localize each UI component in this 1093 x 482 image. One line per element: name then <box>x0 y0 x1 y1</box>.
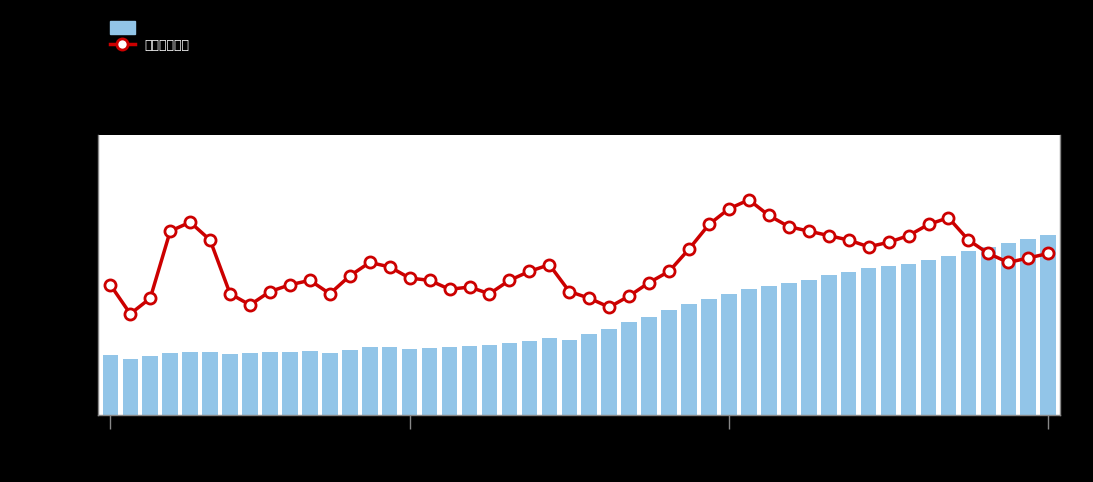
Bar <box>482 345 497 482</box>
Bar <box>761 286 777 482</box>
Bar <box>721 294 737 482</box>
Bar <box>1041 235 1056 482</box>
Bar <box>980 247 996 482</box>
Bar <box>1021 239 1036 482</box>
Bar <box>402 349 418 482</box>
Bar <box>381 348 398 482</box>
Bar <box>502 343 517 482</box>
Bar <box>781 283 797 482</box>
Bar <box>442 348 457 482</box>
Bar <box>920 260 937 482</box>
Bar <box>642 317 657 482</box>
Bar <box>362 348 377 482</box>
Bar <box>422 348 437 482</box>
Bar <box>601 329 618 482</box>
Bar <box>861 268 877 482</box>
Bar <box>741 289 756 482</box>
Bar <box>1000 242 1016 482</box>
Bar <box>901 264 916 482</box>
Bar <box>622 322 637 482</box>
Bar <box>243 353 258 482</box>
Bar <box>821 275 836 482</box>
Bar <box>801 280 816 482</box>
Bar <box>941 255 956 482</box>
Bar <box>581 334 597 482</box>
Bar <box>562 340 577 482</box>
Bar <box>681 305 697 482</box>
Bar <box>163 353 178 482</box>
Bar <box>262 351 278 482</box>
Bar <box>183 351 198 482</box>
Bar <box>841 272 857 482</box>
Bar <box>142 356 158 482</box>
Bar <box>103 355 118 482</box>
Bar <box>222 354 238 482</box>
Bar <box>202 352 218 482</box>
Bar <box>541 338 557 482</box>
Bar <box>282 352 297 482</box>
Bar <box>122 359 138 482</box>
Bar <box>961 251 976 482</box>
Bar <box>521 341 537 482</box>
Bar <box>302 351 318 482</box>
Bar <box>461 347 478 482</box>
Bar <box>661 310 677 482</box>
Bar <box>322 353 338 482</box>
Bar <box>342 350 357 482</box>
Bar <box>881 266 896 482</box>
Bar <box>702 299 717 482</box>
Legend: , 対前年増加率: , 対前年増加率 <box>105 16 195 57</box>
